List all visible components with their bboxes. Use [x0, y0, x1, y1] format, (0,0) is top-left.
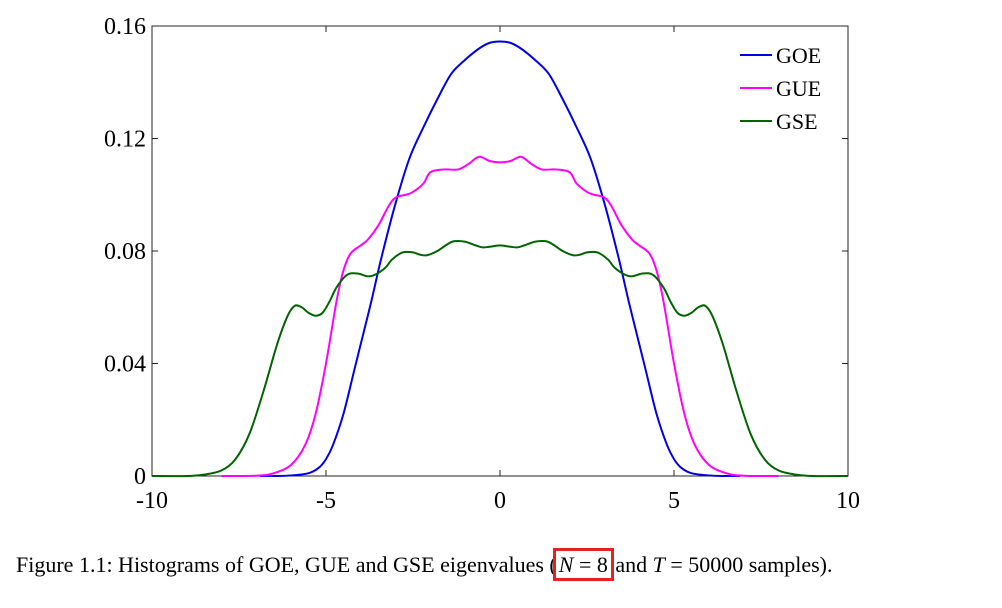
x-tick-label: 5	[668, 488, 680, 514]
y-tick-label: 0.04	[104, 352, 146, 378]
series-line-gse	[151, 239, 849, 478]
y-tick-label: 0	[134, 464, 146, 490]
caption-middle: and	[609, 552, 653, 577]
caption-suffix: = 50000 samples).	[664, 552, 833, 577]
caption-prefix: Figure 1.1: Histograms of GOE, GUE and G…	[16, 552, 557, 577]
caption-t-symbol: T	[652, 552, 665, 577]
x-tick-label: 0	[494, 488, 506, 514]
histogram-chart: -10 -5 0 5 10 0 0.04 0.08 0.12 0.16 GOE GUE GSE	[104, 14, 860, 514]
legend-label-goe: GOE	[776, 43, 821, 68]
series-line-gue	[221, 155, 779, 478]
x-tick-label: -10	[136, 488, 168, 514]
x-tick-label: -5	[316, 488, 336, 514]
plot-frame	[151, 25, 849, 477]
y-tick-label: 0.16	[104, 14, 146, 40]
y-tick-label: 0.08	[104, 239, 146, 265]
legend-label-gse: GSE	[776, 109, 818, 134]
caption-n-equals: = 8	[573, 552, 608, 577]
x-tick-label: 10	[836, 488, 860, 514]
figure-caption: Figure 1.1: Histograms of GOE, GUE and G…	[16, 548, 833, 581]
highlighted-n-value: N = 8	[552, 548, 614, 581]
legend-label-gue: GUE	[776, 76, 821, 101]
legend: GOE GUE GSE	[740, 43, 821, 134]
caption-n-symbol: N	[558, 552, 574, 577]
y-tick-label: 0.12	[104, 127, 146, 153]
series-line-goe	[259, 40, 741, 478]
